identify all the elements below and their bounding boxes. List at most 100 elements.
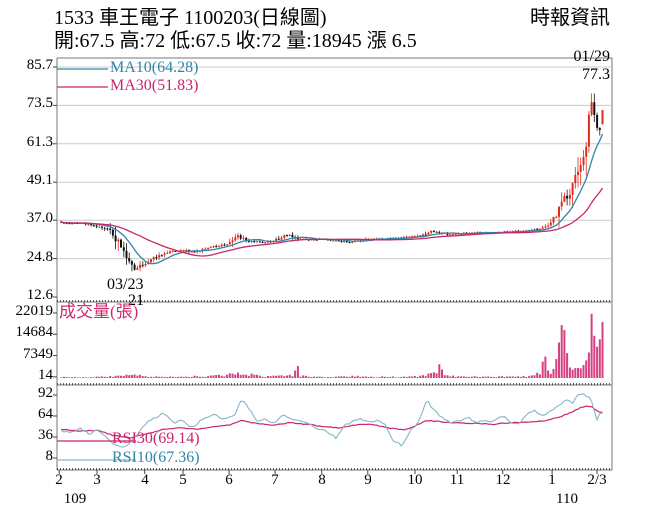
volume-bar [242,374,245,378]
volume-axis-label: 22019 [15,303,54,319]
candle-body [544,226,547,228]
candle-body [571,183,574,195]
candle-body [171,250,174,252]
volume-bar [460,376,463,378]
volume-bar [196,376,199,378]
volume-bar [558,342,560,378]
candle-body [264,242,267,244]
candle-body [408,236,411,238]
candle-body [220,244,223,247]
volume-bar [541,361,544,378]
volume-bar [577,368,579,378]
candle-body [90,224,93,226]
candle-body [568,194,571,199]
volume-bar [354,376,356,378]
volume-bar [139,374,142,378]
price-axis-label: 73.5 [26,95,53,111]
volume-bar [392,376,395,378]
volume-bar [441,369,443,378]
volume-bar [324,377,327,378]
candle-body [128,258,131,262]
volume-bar [479,377,482,378]
volume-bar [106,377,109,378]
candle-body [563,195,566,202]
volume-bar [490,376,492,378]
volume-bar [87,377,90,379]
volume-bar [495,377,498,378]
volume-bar [500,376,503,378]
candle-body [130,261,133,265]
trough-date-annotation: 03/23 [107,276,144,293]
month-axis-label: 3 [93,472,101,488]
candle-body [182,250,185,252]
volume-bar [204,376,207,378]
volume-bar [400,377,403,378]
month-axis-label: 8 [318,472,326,488]
candle-body [587,114,590,147]
volume-bar [220,375,223,378]
volume-bar [261,376,264,378]
volume-bar [223,376,226,378]
volume-bar [239,374,242,378]
volume-bar [590,313,593,378]
volume-bar [574,368,577,378]
volume-bar [533,375,536,378]
peak-date-annotation: 01/29 [573,48,610,65]
month-axis-label: 4 [141,472,149,488]
volume-bar [476,376,479,378]
volume-bar [451,375,454,378]
volume-bar [348,376,351,378]
candle-body [106,228,109,230]
volume-axis-label: 7349 [23,346,53,362]
candle-body [193,251,196,253]
volume-bar [416,377,419,378]
candle-body [139,264,142,268]
candle-body [337,240,340,242]
candle-body [158,255,161,258]
volume-bar [481,376,484,378]
volume-bar [247,376,250,378]
volume-bar [555,359,558,378]
volume-bar [394,377,397,378]
candle-body [169,251,171,253]
volume-bar [351,375,354,378]
candle-body [71,223,74,225]
volume-bar [277,375,280,378]
candle-body [215,246,218,248]
volume-bar [424,376,427,378]
candle-body [277,238,280,240]
volume-bar [280,375,283,378]
volume-bar [582,365,585,378]
volume-bar [386,377,389,378]
volume-bar [487,376,490,378]
candle-body [438,232,441,234]
volume-bar [169,376,171,378]
candle-body [552,217,555,223]
candle-body [237,235,239,238]
candle-body [207,248,210,250]
candle-body [163,253,166,256]
volume-bar [528,376,531,378]
candle-body [201,248,204,251]
volume-bar [65,377,68,378]
volume-bar [234,374,237,378]
candle-body [155,257,158,259]
candle-body [283,235,286,238]
volume-bar [462,376,465,378]
volume-bar [315,376,318,378]
volume-bar [73,377,76,378]
price-axis-label: 37.0 [26,210,53,226]
candle-body [68,223,71,225]
candle-body [560,201,563,207]
candle-body [190,251,193,253]
candle-body [590,102,593,115]
volume-bar [163,376,166,378]
volume-bar [182,376,185,378]
ma30-line [61,187,604,257]
volume-bar [207,376,210,378]
volume-bar [364,376,367,378]
volume-bar [509,376,511,378]
volume-bar [332,377,335,378]
candle-body [95,225,98,227]
volume-bar [212,375,215,378]
